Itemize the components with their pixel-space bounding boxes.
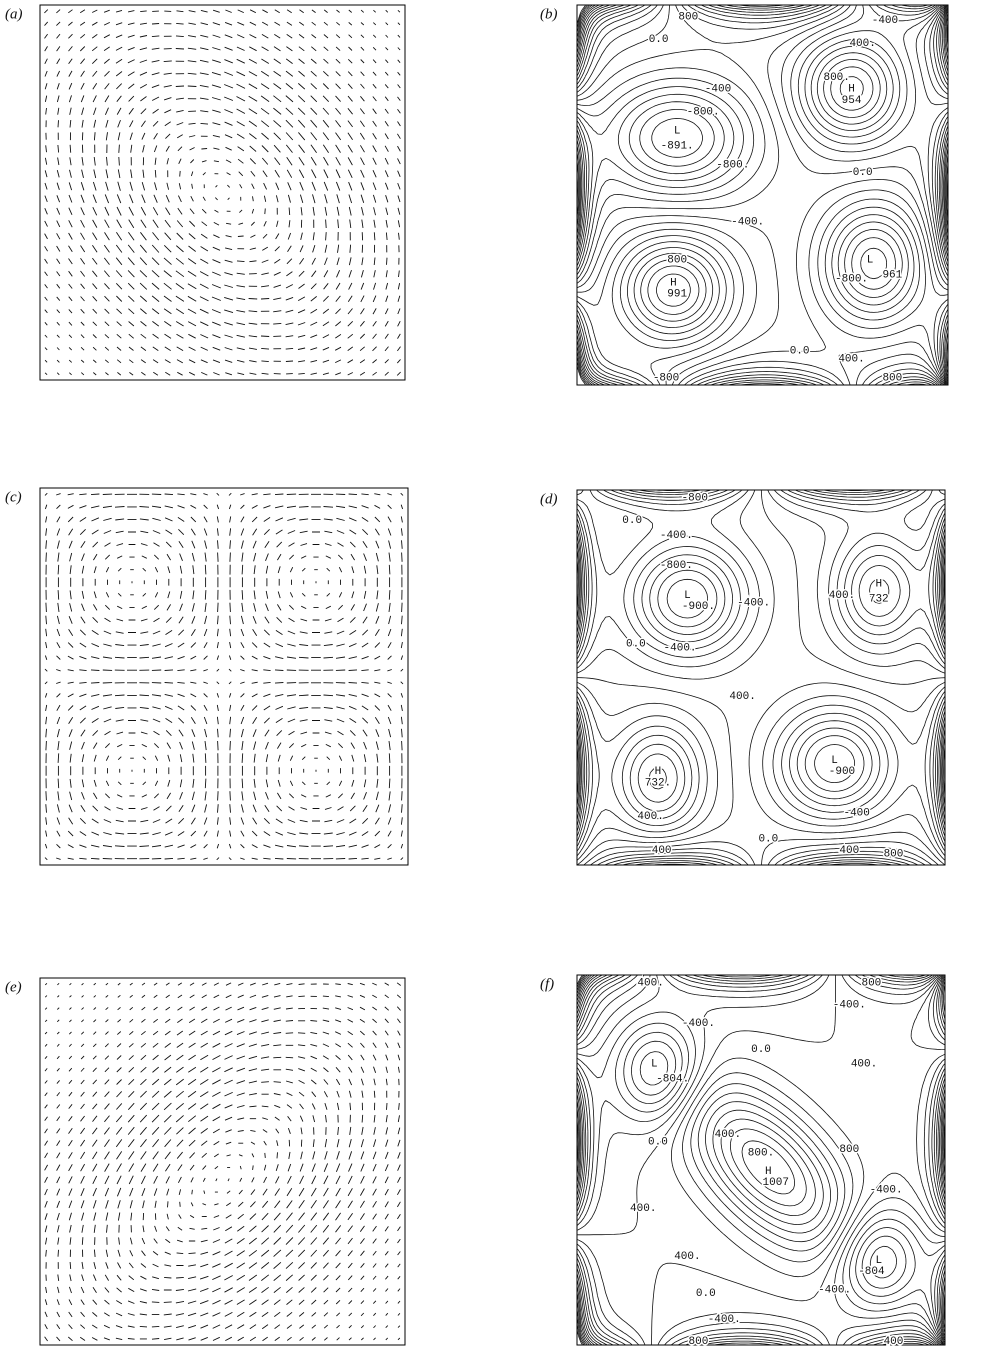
contour-label: 800	[667, 255, 687, 267]
contour-label: -800	[682, 492, 708, 504]
contour-label: H	[670, 277, 677, 289]
contour-label: -800.	[716, 160, 749, 172]
panel: (c)	[5, 488, 408, 865]
contour-label: 732.	[645, 777, 671, 789]
contour-label: -900.	[682, 601, 715, 613]
panel-label: (c)	[5, 489, 22, 505]
contour-label: 732	[869, 594, 889, 606]
contour-label: -400.	[664, 642, 697, 654]
contour-label: -900	[829, 766, 855, 778]
panel: (e)	[5, 978, 405, 1345]
panel-label: (d)	[540, 491, 558, 507]
contour-label: -400.	[870, 1185, 903, 1197]
panel-label: (a)	[5, 6, 23, 22]
contour-label: -891.	[661, 141, 694, 153]
contour-label: 800	[882, 372, 902, 384]
contour-label: -804.	[656, 1074, 689, 1086]
contour-label: 800	[839, 1144, 859, 1156]
contour-lines	[577, 975, 945, 1345]
figure: (a)(b)800-4000.0400.-400-800.L-891.800.H…	[0, 0, 988, 1349]
contour-label: 400	[884, 1336, 904, 1348]
contour-lines	[577, 490, 945, 865]
contour-label: H	[655, 766, 662, 778]
contour-label: 400.	[715, 1129, 741, 1141]
contour-label: H	[848, 84, 855, 96]
contour-label: -800.	[660, 560, 693, 572]
vector-field	[44, 10, 400, 376]
contour-label: 0.0	[626, 639, 646, 651]
contour-label: 400	[652, 845, 672, 857]
contour-label: L	[684, 590, 691, 602]
contour-label: H	[875, 579, 882, 591]
contour-label: 0.0	[622, 515, 642, 527]
contour-label: 400.	[829, 590, 855, 602]
panel: (d)-8000.0-400.-800.L-900.400.H732-400.0…	[540, 490, 945, 865]
panel: (f) 400. 800 -400. -400. 0.0 400. L -804. 400. 0.0…	[540, 975, 945, 1348]
contour-label: 0.0	[649, 34, 669, 46]
contour-label: 800	[884, 849, 904, 861]
contour-label: 0.0	[751, 1044, 771, 1056]
contour-label: -800.	[687, 106, 720, 118]
contour-label: 0.0	[696, 1288, 716, 1300]
contour-label: 400	[839, 845, 859, 857]
contour-label: 954	[842, 95, 862, 107]
contour-label: 400.	[630, 1203, 656, 1215]
contour-label: -800.	[835, 274, 868, 286]
contour-label: -400.	[737, 597, 770, 609]
contour-label: 961	[882, 270, 902, 282]
panel-frame	[577, 975, 945, 1345]
contour-label: -400	[843, 807, 869, 819]
contour-label: -400	[705, 84, 731, 96]
contour-label: 0.0	[648, 1136, 668, 1148]
contour-label: 0.0	[758, 834, 778, 846]
contour-label: -804	[858, 1266, 885, 1278]
contour-label: 400.	[729, 691, 755, 703]
vector-field	[45, 493, 403, 860]
panel-frame	[577, 5, 948, 385]
contour-label: 400.	[851, 1059, 877, 1071]
contour-label: 400.	[637, 977, 663, 989]
contour-label: 991	[667, 289, 687, 301]
contour-label: L	[831, 755, 838, 767]
contour-label: 400.	[674, 1251, 700, 1263]
contour-label: -400.	[818, 1284, 851, 1296]
contour-lines	[577, 5, 948, 385]
vector-field	[45, 983, 401, 1341]
contour-label: 400.	[637, 811, 663, 823]
panel-label: (b)	[540, 6, 558, 22]
panel: (a)	[5, 5, 405, 380]
contour-label: 800	[678, 11, 698, 23]
contour-label: -400.	[660, 530, 693, 542]
contour-label: -800	[653, 372, 679, 384]
contour-label: L	[867, 255, 874, 267]
contour-label: L	[651, 1059, 658, 1071]
contour-label: 800	[861, 977, 881, 989]
panel-frame	[577, 490, 945, 865]
contour-label: -400	[872, 15, 898, 27]
panel-label: (e)	[5, 979, 22, 995]
contour-label: -400.	[708, 1314, 741, 1326]
contour-label: -400.	[833, 1000, 866, 1012]
panel-label: (f)	[540, 976, 554, 992]
contour-label: 0.0	[853, 167, 873, 179]
contour-label: -400.	[682, 1018, 715, 1030]
contour-label: 400.	[849, 38, 875, 50]
contour-label: 400.	[838, 353, 864, 365]
contour-label: 800	[689, 1336, 709, 1348]
contour-label: 0.0	[790, 346, 810, 358]
contour-label: 800.	[748, 1148, 774, 1160]
contour-label: 800.	[823, 72, 849, 84]
contour-label: L	[674, 125, 681, 137]
contour-label: -400.	[731, 217, 764, 229]
contour-label: 1007	[763, 1177, 789, 1189]
